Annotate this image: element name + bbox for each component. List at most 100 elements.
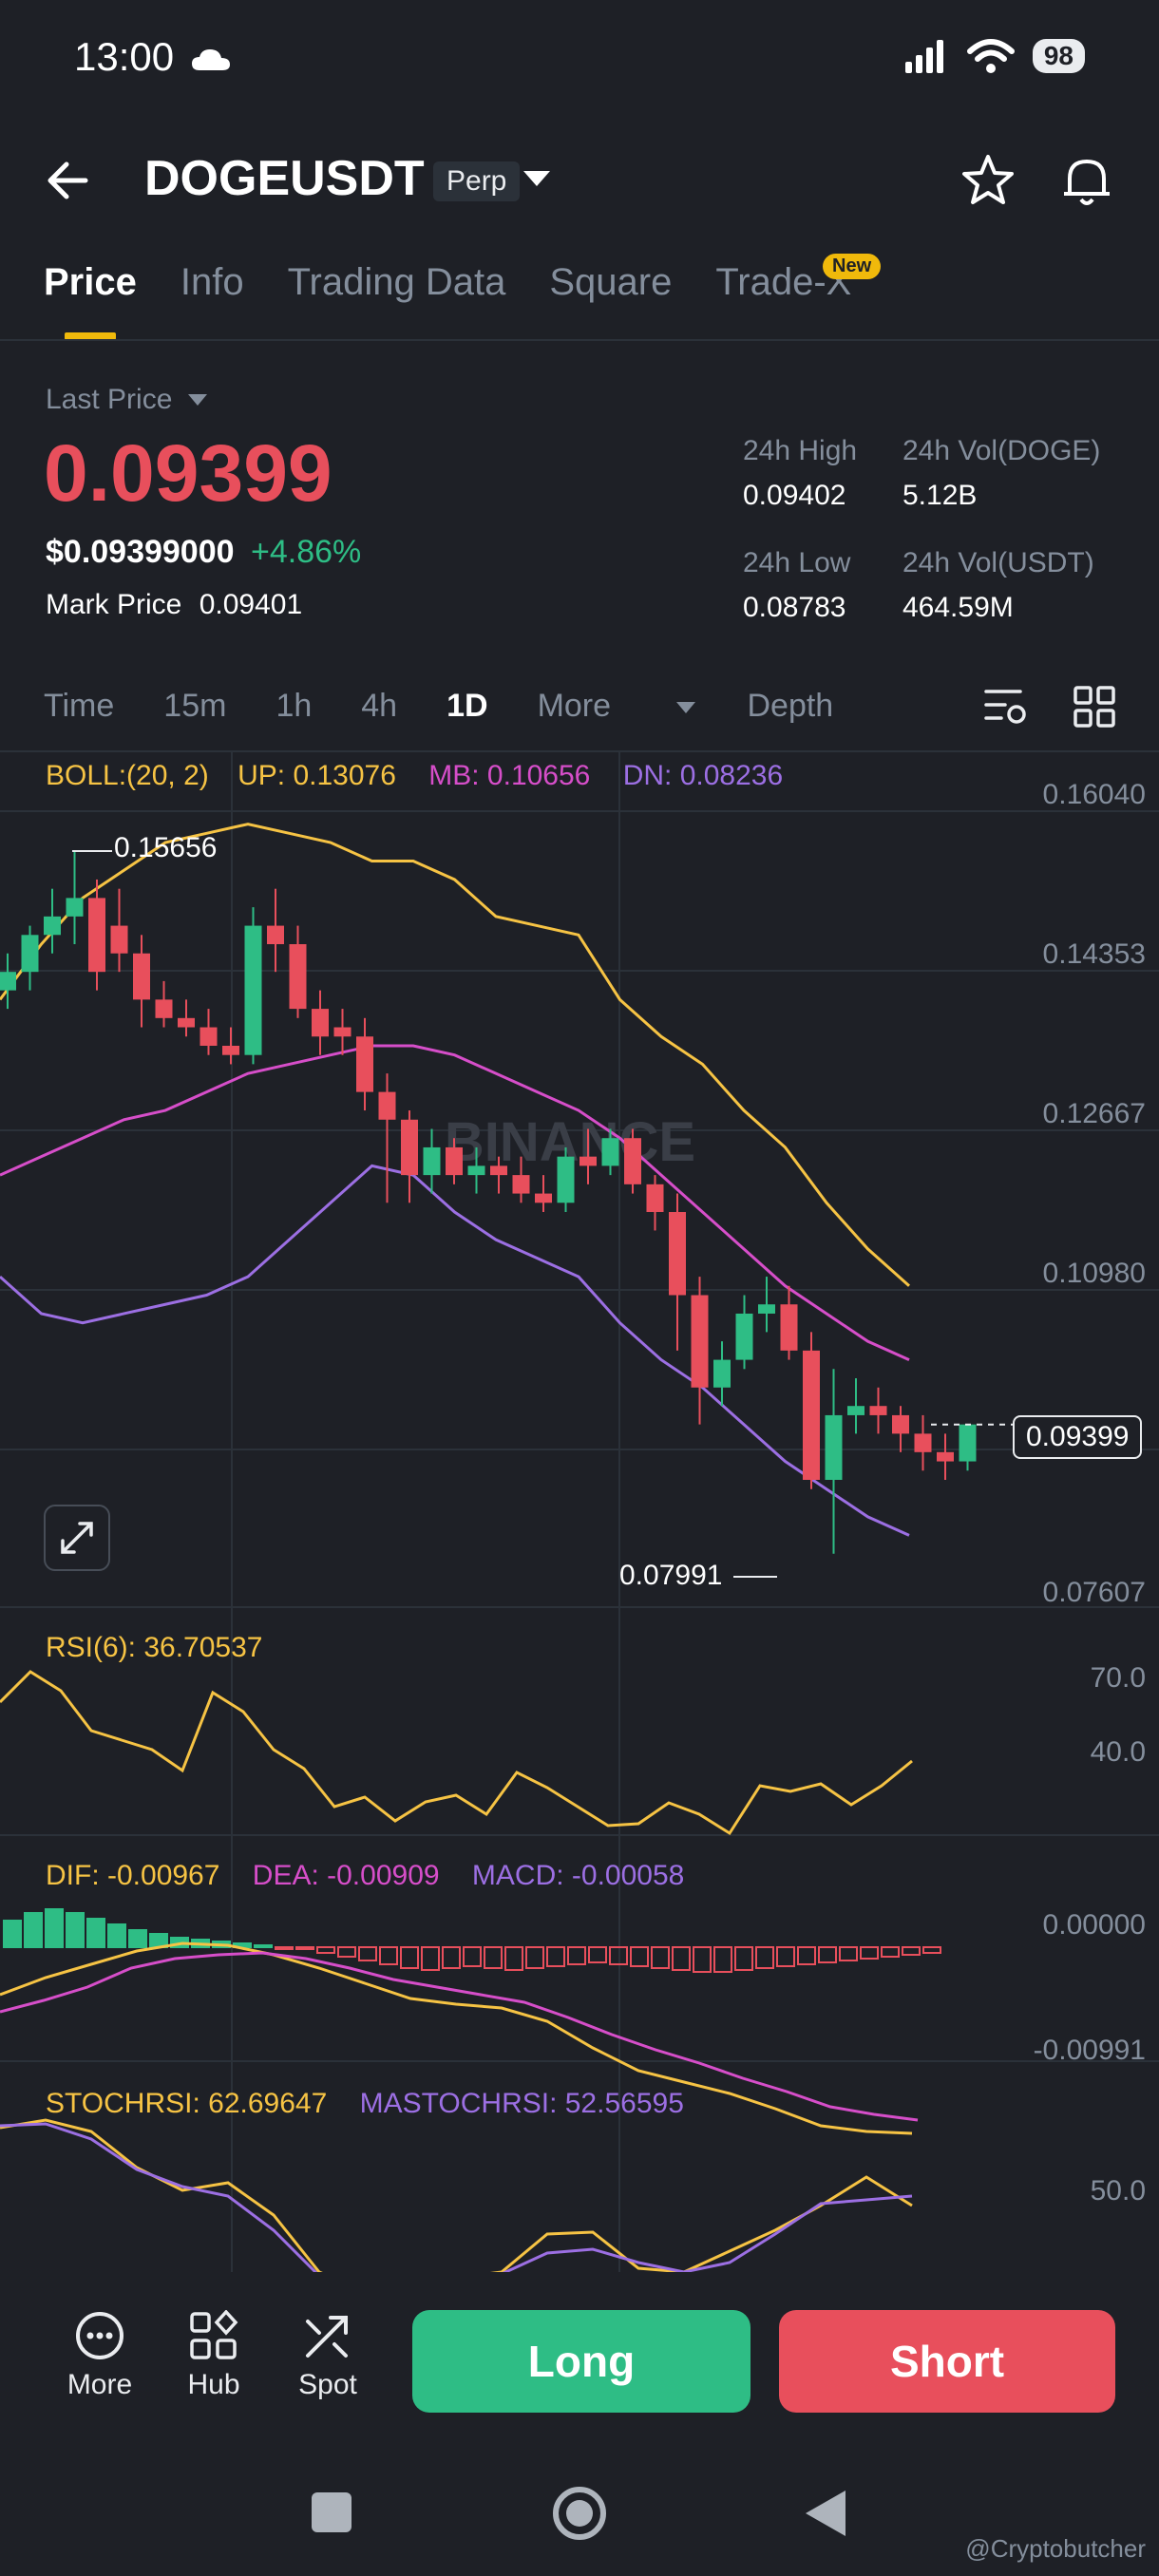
status-icons: 98 (903, 38, 1085, 74)
candle-body-39 (869, 1406, 887, 1415)
boll-up: UP: 0.13076 (238, 760, 396, 791)
grid-layout-icon[interactable] (1072, 684, 1117, 729)
macd-dea-line (0, 1951, 919, 2122)
candle-body-13 (289, 944, 307, 1010)
macd-bar-0 (3, 1920, 22, 1948)
tab-trading-data[interactable]: Trading Data (287, 261, 506, 303)
chevron-down-icon (187, 394, 207, 406)
long-button[interactable]: Long (412, 2310, 750, 2413)
macd-bar-39 (818, 1946, 837, 1963)
candle-body-16 (356, 1036, 373, 1092)
macd-bar-26 (546, 1946, 565, 1967)
indicator-settings-icon[interactable] (982, 684, 1028, 729)
candle-body-41 (914, 1433, 932, 1452)
boll-labels: BOLL:(20, 2) UP: 0.13076 MB: 0.10656 DN:… (46, 760, 783, 792)
bollinger-lines (0, 823, 910, 1537)
signal-icon (904, 40, 943, 73)
mark-price-label: Mark Price (46, 589, 182, 620)
interval-depth[interactable]: Depth (747, 688, 834, 724)
macd-dea: DEA: -0.00909 (252, 1860, 440, 1891)
interval-1h[interactable]: 1h (276, 688, 313, 724)
candle-body-20 (446, 1146, 463, 1176)
macd-bar-41 (860, 1946, 879, 1960)
short-button[interactable]: Short (779, 2310, 1115, 2413)
chevron-down-icon[interactable] (521, 167, 553, 190)
expand-button[interactable] (44, 1505, 110, 1571)
mark-price-value: 0.09401 (199, 589, 303, 620)
candle-body-0 (0, 972, 16, 991)
candle-body-21 (467, 1165, 485, 1176)
macd-labels: DIF: -0.00967 DEA: -0.00909 MACD: -0.000… (46, 1860, 684, 1892)
axis-price-1: 0.16040 (1042, 779, 1146, 810)
back-nav-icon[interactable] (802, 2489, 849, 2538)
spot-swap-icon (306, 2316, 348, 2358)
candle-body-40 (892, 1414, 909, 1434)
current-price-tag: 0.09399 (1013, 1415, 1143, 1459)
tab-price[interactable]: Price (44, 261, 137, 340)
boll-dn: DN: 0.08236 (622, 760, 784, 791)
divider (0, 339, 1159, 341)
last-price-label[interactable]: Last Price (46, 384, 209, 416)
bell-icon[interactable] (1058, 152, 1115, 209)
rsi-polyline (0, 1670, 913, 1836)
battery-indicator: 98 (1032, 39, 1085, 73)
candle-body-19 (423, 1146, 441, 1176)
nav-more[interactable]: More (48, 2310, 152, 2401)
more-dots-icon (76, 2312, 124, 2359)
candle-body-30 (669, 1212, 686, 1296)
interval-time[interactable]: Time (44, 688, 115, 724)
interval-more[interactable]: More (538, 688, 698, 725)
usd-price: $0.09399000 +4.86% (46, 534, 361, 571)
candle-body-27 (601, 1138, 619, 1166)
candle-body-26 (580, 1156, 597, 1166)
axis-rsi-70: 70.0 (1090, 1662, 1146, 1694)
macd-bar-18 (379, 1946, 398, 1965)
macd-bar-28 (588, 1946, 607, 1963)
candle-body-8 (178, 1017, 195, 1028)
candle-body-6 (133, 953, 150, 1000)
candle-body-34 (758, 1304, 775, 1314)
candle-body-5 (110, 925, 128, 954)
home-icon[interactable] (551, 2485, 608, 2542)
candle-body-7 (155, 999, 173, 1018)
symbol-title[interactable]: DOGEUSDT (144, 151, 425, 206)
recents-icon[interactable] (310, 2491, 353, 2534)
macd-bar-13 (275, 1946, 294, 1950)
price-chart[interactable]: BINANCE (0, 752, 1159, 2272)
usd-price-value: $0.09399000 (46, 534, 235, 570)
macd-bar-35 (734, 1946, 753, 1971)
stochrsi-lines (0, 2118, 913, 2272)
high-marker: 0.15656 (114, 832, 218, 863)
interval-15m[interactable]: 15m (163, 688, 227, 724)
macd-panel (0, 1908, 941, 2135)
interval-1d[interactable]: 1D (446, 688, 488, 724)
nav-spot-label: Spot (298, 2369, 357, 2400)
high-24h-label: 24h High (743, 435, 858, 466)
macd-bar-12 (254, 1944, 273, 1948)
candle-body-15 (333, 1027, 352, 1037)
star-icon[interactable] (960, 152, 1016, 209)
axis-price-4: 0.10980 (1042, 1258, 1146, 1289)
interval-4h[interactable]: 4h (361, 688, 398, 724)
macd-bar-6 (128, 1929, 147, 1948)
nav-spot[interactable]: Spot (276, 2310, 380, 2401)
macd-dif: DIF: -0.00967 (46, 1860, 220, 1891)
credit-text: @Cryptobutcher (965, 2534, 1146, 2563)
candle-body-36 (803, 1350, 820, 1480)
back-arrow-icon[interactable] (44, 152, 101, 209)
nav-more-label: More (66, 2369, 133, 2400)
tab-info[interactable]: Info (180, 261, 244, 303)
macd-bar-4 (86, 1918, 105, 1948)
candle-body-10 (222, 1045, 239, 1055)
tab-square[interactable]: Square (549, 261, 673, 303)
boll-up-line (0, 823, 910, 1287)
mark-price: Mark Price 0.09401 (46, 589, 302, 621)
candle-body-9 (200, 1027, 218, 1046)
macd-bar-25 (525, 1946, 544, 1969)
macd-value: MACD: -0.00058 (471, 1860, 685, 1891)
rsi-label: RSI(6): 36.70537 (46, 1632, 263, 1663)
candle-body-22 (490, 1165, 507, 1176)
vol-doge-label: 24h Vol(DOGE) (902, 435, 1101, 466)
low-24h-value: 0.08783 (743, 592, 846, 623)
nav-hub[interactable]: Hub (162, 2309, 266, 2401)
